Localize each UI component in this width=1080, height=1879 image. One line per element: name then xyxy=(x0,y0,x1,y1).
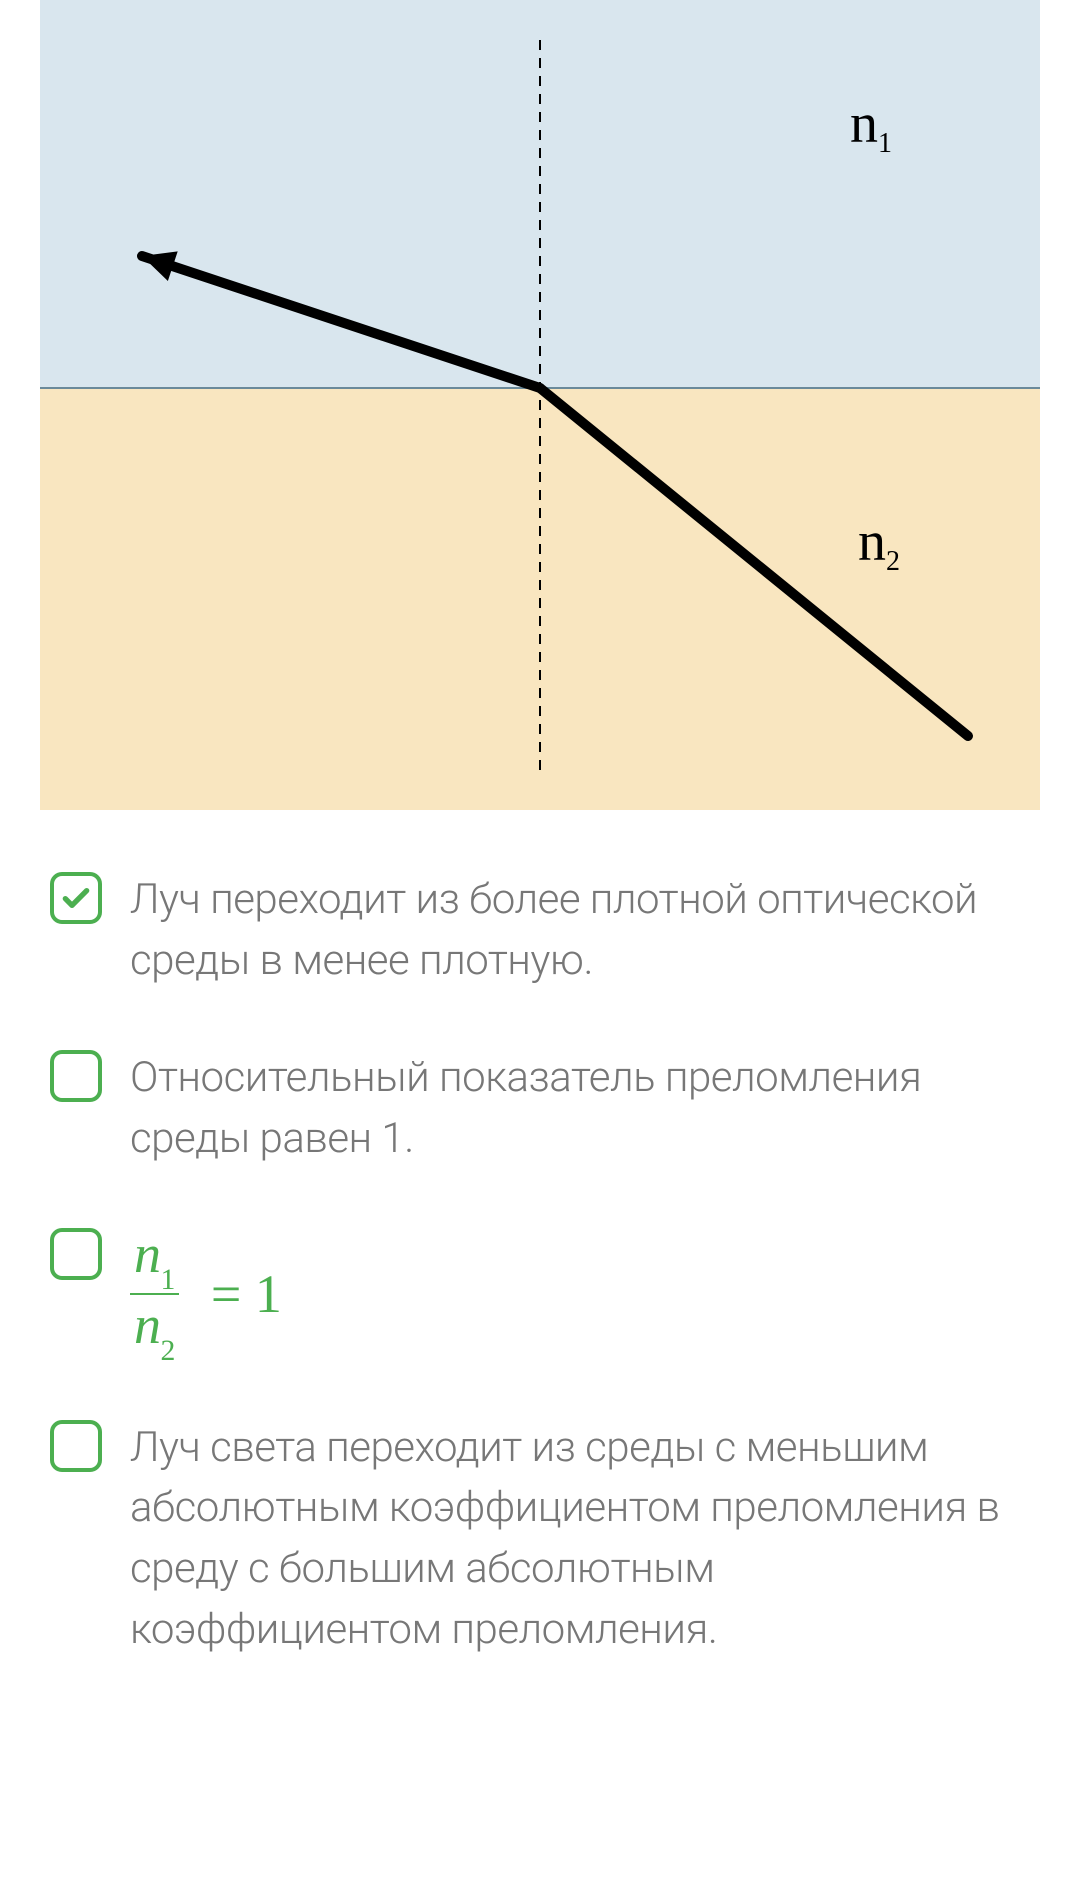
option-label: Луч света переходит из среды с меньшим а… xyxy=(130,1418,1030,1662)
option-label: n1n2=1 xyxy=(130,1226,281,1362)
answer-options: Луч переходит из более плотной оптическо… xyxy=(50,870,1030,1661)
option-1[interactable]: Луч переходит из более плотной оптическо… xyxy=(50,870,1030,992)
checkbox-unchecked-icon[interactable] xyxy=(50,1228,102,1280)
checkbox-unchecked-icon[interactable] xyxy=(50,1050,102,1102)
checkbox-checked-icon[interactable] xyxy=(50,872,102,924)
option-label: Луч переходит из более плотной оптическо… xyxy=(130,870,1030,992)
checkbox-unchecked-icon[interactable] xyxy=(50,1420,102,1472)
option-4[interactable]: Луч света переходит из среды с меньшим а… xyxy=(50,1418,1030,1662)
option-3[interactable]: n1n2=1 xyxy=(50,1226,1030,1362)
option-label: Относительный показатель преломления сре… xyxy=(130,1048,1030,1170)
diagram-svg: n1n2 xyxy=(40,0,1040,810)
refraction-diagram: n1n2 xyxy=(40,0,1040,810)
option-2[interactable]: Относительный показатель преломления сре… xyxy=(50,1048,1030,1170)
